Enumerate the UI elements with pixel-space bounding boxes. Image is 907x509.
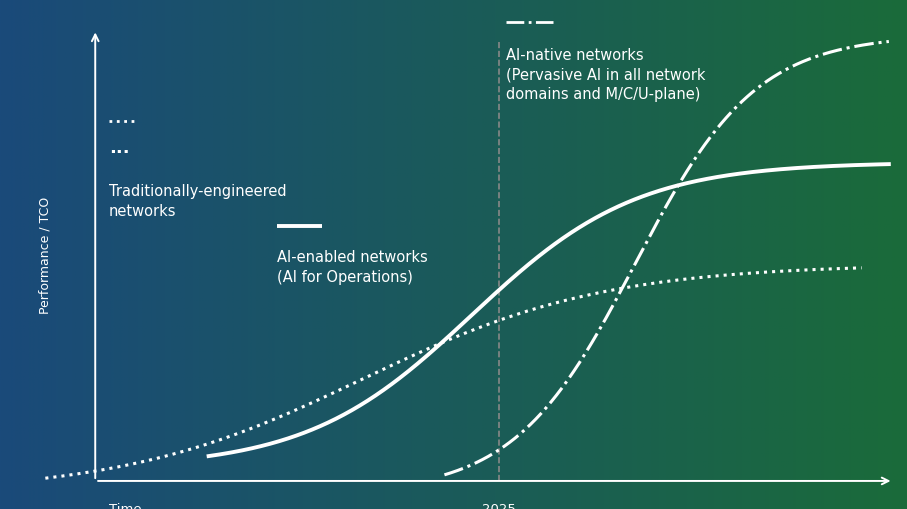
Text: Traditionally-engineered
networks: Traditionally-engineered networks <box>109 183 287 218</box>
Text: Time: Time <box>109 502 141 509</box>
Text: AI-native networks
(Pervasive AI in all network
domains and M/C/U-plane): AI-native networks (Pervasive AI in all … <box>506 48 706 102</box>
Text: 2025: 2025 <box>482 502 516 509</box>
Text: ...: ... <box>109 138 130 157</box>
Text: AI-enabled networks
(AI for Operations): AI-enabled networks (AI for Operations) <box>277 249 427 285</box>
Text: Performance / TCO: Performance / TCO <box>39 196 52 313</box>
